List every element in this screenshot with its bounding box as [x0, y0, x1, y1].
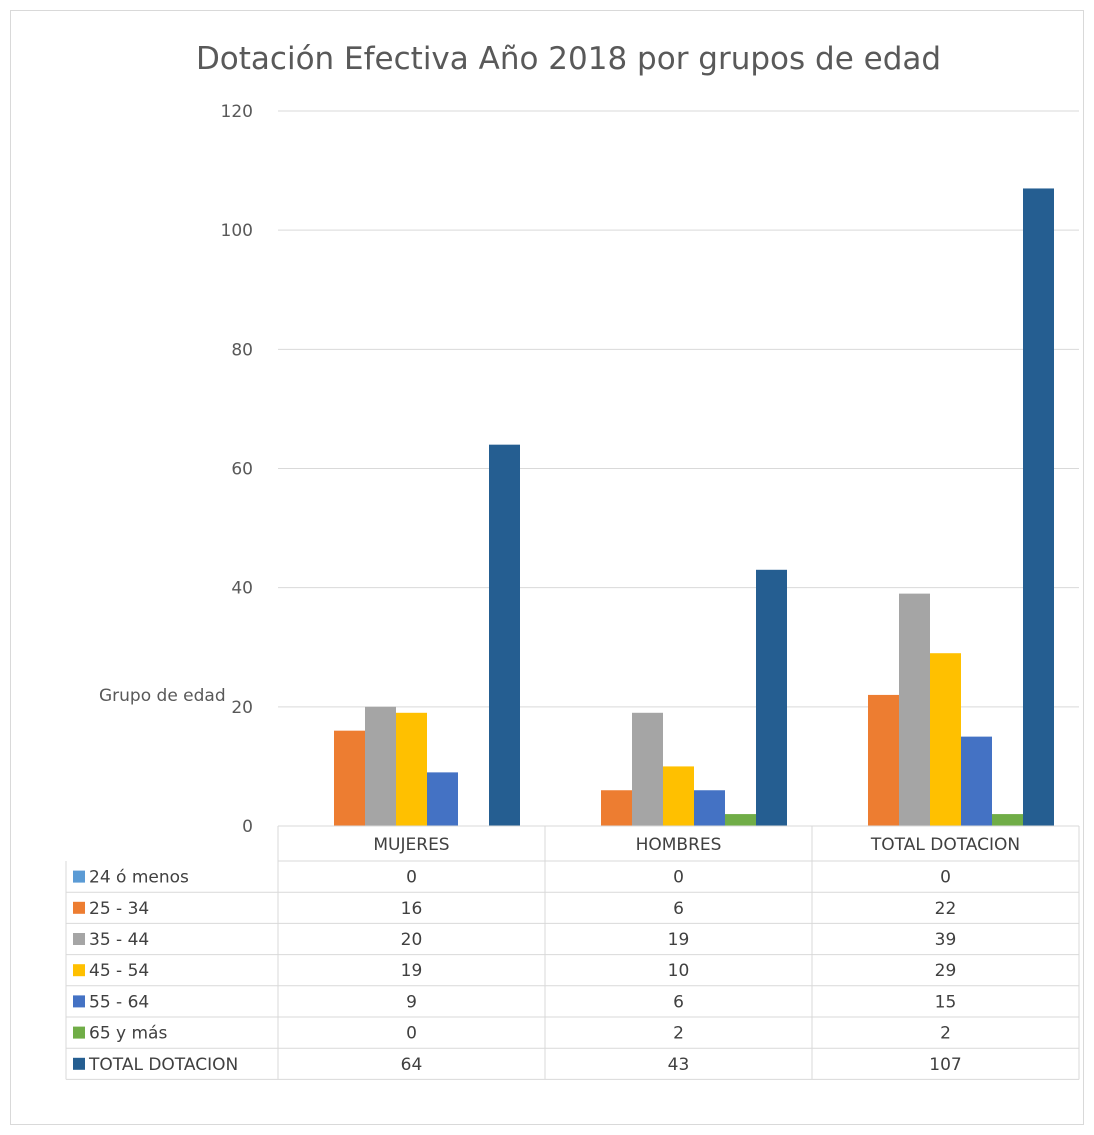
bar-35-44-total-dotacion [899, 593, 930, 826]
legend-swatch [73, 964, 85, 977]
data-label: 2 [940, 1024, 951, 1044]
data-label: 6 [673, 899, 684, 919]
legend-swatch [73, 1026, 85, 1039]
category-label: TOTAL DOTACION [870, 835, 1020, 855]
data-label: 0 [940, 868, 951, 888]
bar-45-54-total-dotacion [930, 653, 961, 826]
y-tick-label: 100 [221, 221, 253, 241]
data-label: 9 [406, 992, 417, 1012]
legend-label: 35 - 44 [89, 930, 149, 950]
bar-total-dotacion-mujeres [489, 444, 520, 826]
legend-label: 55 - 64 [89, 992, 149, 1012]
data-label: 22 [935, 899, 957, 919]
y-tick-label: 60 [231, 460, 253, 480]
bar-55-64-mujeres [427, 772, 458, 826]
bar-total-dotacion-total-dotacion [1023, 188, 1054, 827]
data-label: 39 [935, 930, 957, 950]
bar-35-44-mujeres [365, 706, 396, 826]
data-label: 0 [406, 1024, 417, 1044]
bar-25-34-mujeres [334, 730, 365, 826]
bar-35-44-hombres [632, 712, 663, 826]
data-label: 0 [673, 868, 684, 888]
legend-swatch [73, 933, 85, 945]
y-tick-label: 80 [231, 340, 253, 360]
bar-55-64-total-dotacion [961, 736, 992, 826]
y-tick-label: 120 [221, 102, 253, 122]
legend-label: 24 ó menos [89, 868, 189, 888]
bar-45-54-mujeres [396, 712, 427, 826]
bar-65-y-m-s-total-dotacion [992, 814, 1023, 826]
y-axis-label: Grupo de edad [99, 686, 226, 706]
chart-title: Dotación Efectiva Año 2018 por grupos de… [196, 41, 941, 77]
legend-swatch [73, 995, 85, 1008]
bar-chart: Dotación Efectiva Año 2018 por grupos de… [65, 41, 1080, 1080]
data-label: 43 [668, 1055, 690, 1075]
data-label: 19 [668, 930, 690, 950]
legend-label: 45 - 54 [89, 961, 149, 981]
data-label: 107 [929, 1055, 961, 1075]
data-label: 29 [935, 961, 957, 981]
y-tick-label: 0 [242, 817, 253, 837]
data-label: 0 [406, 868, 417, 888]
data-label: 10 [668, 961, 690, 981]
data-label: 16 [401, 899, 423, 919]
legend-swatch [73, 870, 85, 883]
legend-label: 25 - 34 [89, 899, 149, 919]
data-label: 64 [401, 1055, 423, 1075]
legend-label: TOTAL DOTACION [88, 1055, 238, 1075]
data-label: 2 [673, 1024, 684, 1044]
data-label: 20 [401, 930, 423, 950]
legend-label: 65 y más [89, 1024, 167, 1044]
legend-swatch [73, 901, 85, 914]
data-label: 15 [935, 992, 957, 1012]
bar-65-y-m-s-hombres [725, 814, 756, 826]
bar-45-54-hombres [663, 766, 694, 826]
y-tick-label: 40 [231, 579, 253, 599]
bar-55-64-hombres [694, 790, 725, 826]
y-tick-label: 20 [231, 698, 253, 718]
category-label: MUJERES [373, 835, 449, 855]
chart-frame: Dotación Efectiva Año 2018 por grupos de… [10, 10, 1084, 1125]
bar-25-34-hombres [601, 790, 632, 826]
data-label: 6 [673, 992, 684, 1012]
data-label: 19 [401, 961, 423, 981]
bar-25-34-total-dotacion [868, 694, 899, 826]
category-label: HOMBRES [636, 835, 722, 855]
bar-total-dotacion-hombres [756, 569, 787, 826]
legend-swatch [73, 1057, 85, 1070]
